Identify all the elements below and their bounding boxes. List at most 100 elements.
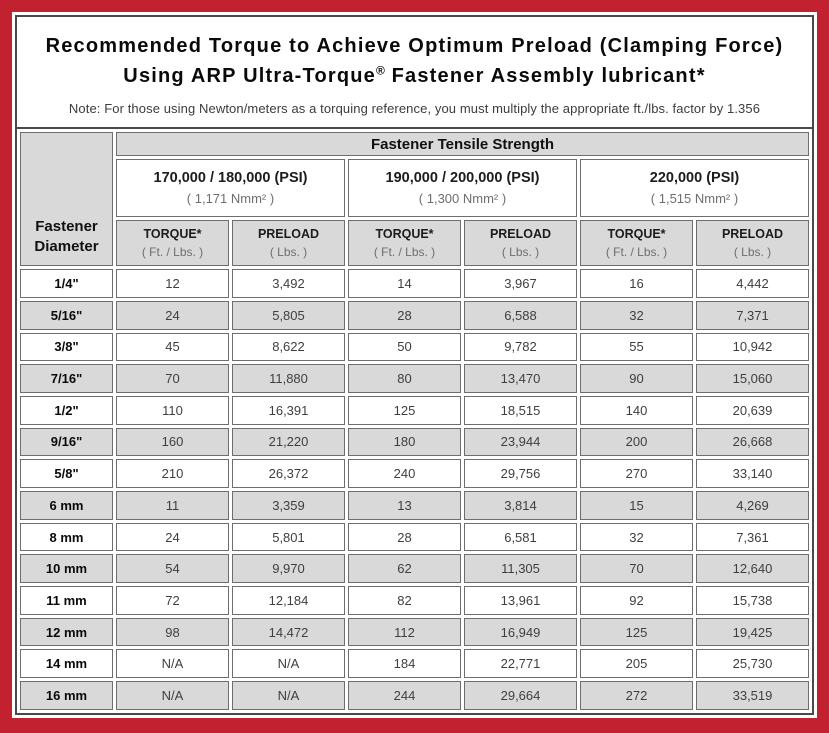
- value-cell: 16,949: [464, 617, 577, 647]
- value-cell: 16: [580, 269, 693, 298]
- value-cell: 70: [116, 364, 229, 393]
- value-cell: 11,305: [464, 554, 577, 584]
- value-cell: 24: [116, 300, 229, 330]
- value-cell: 29,664: [464, 681, 577, 710]
- psi-group-220: 220,000 (PSI) ( 1,515 Nmm² ): [580, 159, 809, 218]
- value-cell: 16,391: [232, 395, 345, 425]
- row-diameter-cell: 6 mm: [20, 491, 113, 520]
- value-cell: N/A: [232, 681, 345, 710]
- torque-column-header: TORQUE* ( Ft. / Lbs. ): [116, 220, 229, 267]
- nmm-sub-label: ( 1,515 Nmm² ): [650, 191, 739, 207]
- column-unit: ( Lbs. ): [733, 245, 772, 260]
- conversion-note: Note: For those using Newton/meters as a…: [68, 101, 761, 117]
- value-cell: 55: [580, 332, 693, 362]
- table-row: 8 mm 24 5,801 28 6,581 32 7,361: [20, 522, 809, 552]
- row-diameter-cell: 1/2": [20, 395, 113, 425]
- value-cell: 3,492: [232, 269, 345, 298]
- torque-column-header: TORQUE* ( Ft. / Lbs. ): [580, 220, 693, 267]
- value-cell: 5,801: [232, 522, 345, 552]
- nmm-sub-label: ( 1,300 Nmm² ): [418, 191, 507, 207]
- value-cell: 32: [580, 522, 693, 552]
- column-label: PRELOAD: [257, 227, 320, 242]
- row-diameter-cell: 3/8": [20, 332, 113, 362]
- white-gap: Recommended Torque to Achieve Optimum Pr…: [12, 12, 817, 718]
- table-row: 10 mm 54 9,970 62 11,305 70 12,640: [20, 554, 809, 584]
- value-cell: 12,640: [696, 554, 809, 584]
- value-cell: 90: [580, 364, 693, 393]
- table-row: 5/16" 24 5,805 28 6,588 32 7,371: [20, 300, 809, 330]
- value-cell: 10,942: [696, 332, 809, 362]
- column-unit: ( Lbs. ): [269, 245, 308, 260]
- table-row: 11 mm 72 12,184 82 13,961 92 15,738: [20, 586, 809, 615]
- table-row: 1/2" 110 16,391 125 18,515 140 20,639: [20, 395, 809, 425]
- value-cell: 11: [116, 491, 229, 520]
- row-diameter-cell: 7/16": [20, 364, 113, 393]
- row-diameter-cell: 5/8": [20, 459, 113, 488]
- value-cell: 4,442: [696, 269, 809, 298]
- value-cell: 13,470: [464, 364, 577, 393]
- preload-column-header: PRELOAD ( Lbs. ): [232, 220, 345, 267]
- value-cell: 14: [348, 269, 461, 298]
- value-cell: 92: [580, 586, 693, 615]
- value-cell: 24: [116, 522, 229, 552]
- value-cell: 6,588: [464, 300, 577, 330]
- column-label: PRELOAD: [489, 227, 552, 242]
- value-cell: N/A: [232, 649, 345, 679]
- row-diameter-cell: 1/4": [20, 269, 113, 298]
- value-cell: 3,814: [464, 491, 577, 520]
- value-cell: 50: [348, 332, 461, 362]
- tensile-strength-header: Fastener Tensile Strength: [116, 132, 809, 157]
- value-cell: 29,756: [464, 459, 577, 488]
- column-unit: ( Ft. / Lbs. ): [373, 245, 436, 260]
- value-cell: 26,372: [232, 459, 345, 488]
- value-cell: 12: [116, 269, 229, 298]
- value-cell: 82: [348, 586, 461, 615]
- value-cell: 70: [580, 554, 693, 584]
- nmm-sub-label: ( 1,171 Nmm² ): [186, 191, 275, 207]
- value-cell: 160: [116, 427, 229, 457]
- value-cell: 3,359: [232, 491, 345, 520]
- value-cell: 23,944: [464, 427, 577, 457]
- value-cell: 7,371: [696, 300, 809, 330]
- value-cell: 180: [348, 427, 461, 457]
- psi-group-row: 170,000 / 180,000 (PSI) ( 1,171 Nmm² ) 1…: [20, 159, 809, 218]
- page-title-line2: Using ARP Ultra-Torque® Fastener Assembl…: [25, 62, 804, 92]
- value-cell: 33,140: [696, 459, 809, 488]
- value-cell: 240: [348, 459, 461, 488]
- value-cell: 9,782: [464, 332, 577, 362]
- value-cell: 4,269: [696, 491, 809, 520]
- value-cell: 184: [348, 649, 461, 679]
- table-row: 7/16" 70 11,880 80 13,470 90 15,060: [20, 364, 809, 393]
- registered-trademark-symbol: ®: [376, 62, 385, 77]
- value-cell: 15,738: [696, 586, 809, 615]
- table-row: 16 mm N/A N/A 244 29,664 272 33,519: [20, 681, 809, 710]
- content-panel: Recommended Torque to Achieve Optimum Pr…: [15, 15, 814, 715]
- value-cell: 12,184: [232, 586, 345, 615]
- column-labels-row: TORQUE* ( Ft. / Lbs. ) PRELOAD ( Lbs. ) …: [20, 220, 809, 267]
- table-row: 12 mm 98 14,472 112 16,949 125 19,425: [20, 617, 809, 647]
- value-cell: 33,519: [696, 681, 809, 710]
- table-row: 1/4" 12 3,492 14 3,967 16 4,442: [20, 269, 809, 298]
- psi-group-label: 170,000 / 180,000 (PSI): [153, 170, 308, 187]
- value-cell: 15,060: [696, 364, 809, 393]
- row-diameter-cell: 5/16": [20, 300, 113, 330]
- table-row: 5/8" 210 26,372 240 29,756 270 33,140: [20, 459, 809, 488]
- value-cell: 98: [116, 617, 229, 647]
- table-body: 1/4" 12 3,492 14 3,967 16 4,442 5/16" 24 5,805 28 6…: [20, 269, 809, 710]
- value-cell: 28: [348, 522, 461, 552]
- value-cell: 3,967: [464, 269, 577, 298]
- value-cell: 18,515: [464, 395, 577, 425]
- table-row: 3/8" 45 8,622 50 9,782 55 10,942: [20, 332, 809, 362]
- row-diameter-cell: 11 mm: [20, 586, 113, 615]
- value-cell: 6,581: [464, 522, 577, 552]
- preload-column-header: PRELOAD ( Lbs. ): [464, 220, 577, 267]
- row-diameter-cell: 9/16": [20, 427, 113, 457]
- value-cell: 9,970: [232, 554, 345, 584]
- value-cell: 244: [348, 681, 461, 710]
- tensile-strength-row: Fastener Diameter Fastener Tensile Stren…: [20, 132, 809, 267]
- value-cell: 112: [348, 617, 461, 647]
- value-cell: 32: [580, 300, 693, 330]
- table-row: 6 mm 11 3,359 13 3,814 15 4,269: [20, 491, 809, 520]
- value-cell: N/A: [116, 649, 229, 679]
